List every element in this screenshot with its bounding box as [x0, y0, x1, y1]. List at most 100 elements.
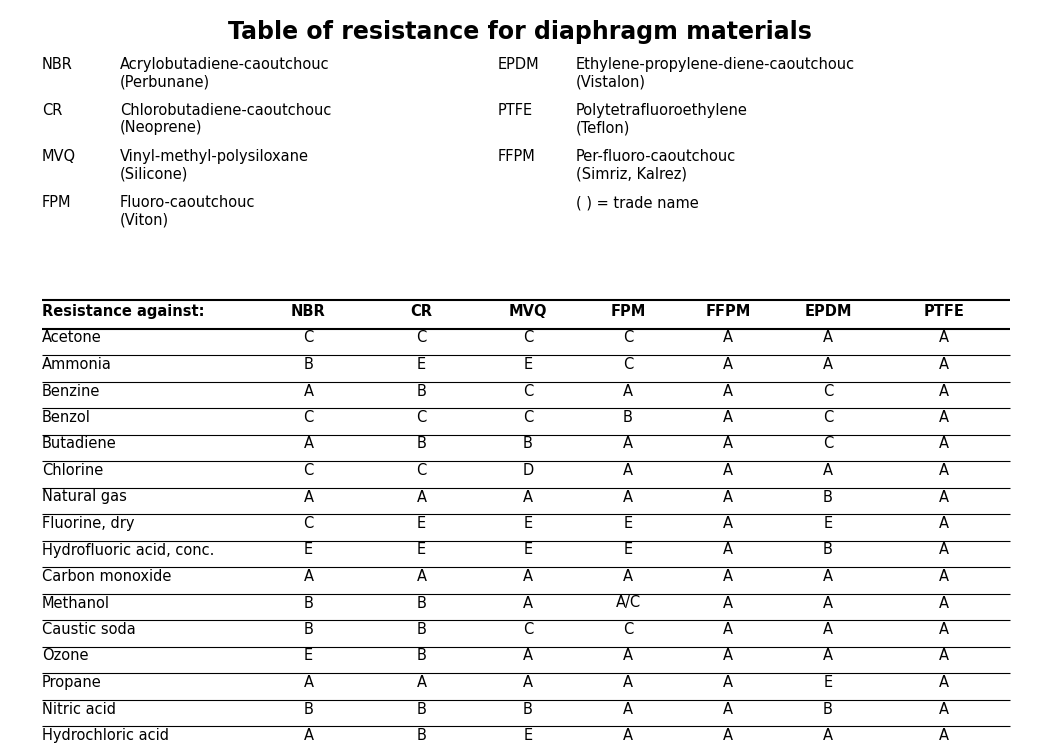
Text: B: B [304, 596, 313, 611]
Text: A: A [939, 410, 950, 425]
Text: Benzine: Benzine [42, 384, 101, 399]
Text: A: A [939, 622, 950, 637]
Text: PTFE: PTFE [924, 304, 964, 319]
Text: Carbon monoxide: Carbon monoxide [42, 569, 172, 584]
Text: E: E [304, 648, 313, 663]
Text: Hydrochloric acid: Hydrochloric acid [42, 728, 168, 743]
Text: A: A [623, 702, 633, 717]
Text: FFPM: FFPM [498, 149, 536, 164]
Text: A: A [623, 569, 633, 584]
Text: A: A [939, 384, 950, 399]
Text: A: A [523, 675, 534, 690]
Text: A: A [723, 542, 733, 557]
Text: EPDM: EPDM [804, 304, 852, 319]
Text: C: C [523, 330, 534, 345]
Text: A: A [304, 675, 313, 690]
Text: C: C [523, 410, 534, 425]
Text: A: A [304, 490, 313, 505]
Text: E: E [623, 516, 632, 531]
Text: A: A [939, 675, 950, 690]
Text: D: D [522, 463, 534, 478]
Text: A: A [523, 596, 534, 611]
Text: A: A [823, 330, 833, 345]
Text: A: A [723, 569, 733, 584]
Text: A: A [823, 728, 833, 743]
Text: Caustic soda: Caustic soda [42, 622, 136, 637]
Text: MVQ: MVQ [509, 304, 547, 319]
Text: A: A [623, 436, 633, 451]
Text: C: C [823, 384, 833, 399]
Text: C: C [523, 384, 534, 399]
Text: B: B [823, 490, 833, 505]
Text: A: A [523, 569, 534, 584]
Text: C: C [304, 463, 314, 478]
Text: B: B [417, 384, 426, 399]
Text: A: A [939, 728, 950, 743]
Text: A: A [723, 622, 733, 637]
Text: B: B [417, 648, 426, 663]
Text: B: B [417, 436, 426, 451]
Text: A: A [623, 675, 633, 690]
Text: B: B [523, 702, 532, 717]
Text: A: A [623, 490, 633, 505]
Text: C: C [823, 436, 833, 451]
Text: A: A [304, 384, 313, 399]
Text: A: A [623, 463, 633, 478]
Text: Ammonia: Ammonia [42, 357, 112, 372]
Text: A: A [623, 648, 633, 663]
Text: C: C [523, 622, 534, 637]
Text: C: C [304, 516, 314, 531]
Text: B: B [823, 702, 833, 717]
Text: E: E [417, 516, 426, 531]
Text: Resistance against:: Resistance against: [42, 304, 205, 319]
Text: A: A [416, 490, 426, 505]
Text: A: A [723, 596, 733, 611]
Text: Chlorobutadiene-caoutchouc
(Neoprene): Chlorobutadiene-caoutchouc (Neoprene) [120, 103, 332, 135]
Text: E: E [824, 516, 833, 531]
Text: A: A [939, 463, 950, 478]
Text: A: A [939, 516, 950, 531]
Text: B: B [417, 622, 426, 637]
Text: A: A [823, 357, 833, 372]
Text: E: E [523, 542, 532, 557]
Text: A: A [723, 436, 733, 451]
Text: Acetone: Acetone [42, 330, 102, 345]
Text: Ethylene-propylene-diene-caoutchouc
(Vistalon): Ethylene-propylene-diene-caoutchouc (Vis… [576, 57, 855, 89]
Text: A: A [723, 384, 733, 399]
Text: B: B [417, 702, 426, 717]
Text: C: C [416, 463, 426, 478]
Text: Hydrofluoric acid, conc.: Hydrofluoric acid, conc. [42, 542, 214, 557]
Text: C: C [416, 330, 426, 345]
Text: A: A [939, 330, 950, 345]
Text: C: C [623, 357, 633, 372]
Text: C: C [623, 622, 633, 637]
Text: Natural gas: Natural gas [42, 490, 127, 505]
Text: A: A [723, 330, 733, 345]
Text: Per-fluoro-caoutchouc
(Simriz, Kalrez): Per-fluoro-caoutchouc (Simriz, Kalrez) [576, 149, 736, 181]
Text: A: A [416, 569, 426, 584]
Text: ( ) = trade name: ( ) = trade name [576, 195, 699, 210]
Text: Fluorine, dry: Fluorine, dry [42, 516, 134, 531]
Text: A: A [623, 384, 633, 399]
Text: MVQ: MVQ [42, 149, 76, 164]
Text: A: A [304, 569, 313, 584]
Text: Chlorine: Chlorine [42, 463, 103, 478]
Text: E: E [824, 675, 833, 690]
Text: A: A [723, 463, 733, 478]
Text: Methanol: Methanol [42, 596, 110, 611]
Text: E: E [417, 542, 426, 557]
Text: A: A [304, 728, 313, 743]
Text: A: A [623, 728, 633, 743]
Text: A/C: A/C [616, 596, 641, 611]
Text: NBR: NBR [42, 57, 73, 72]
Text: FPM: FPM [42, 195, 72, 210]
Text: A: A [939, 596, 950, 611]
Text: A: A [723, 490, 733, 505]
Text: B: B [823, 542, 833, 557]
Text: A: A [823, 463, 833, 478]
Text: C: C [623, 330, 633, 345]
Text: A: A [939, 702, 950, 717]
Text: C: C [304, 410, 314, 425]
Text: B: B [623, 410, 633, 425]
Text: Polytetrafluoroethylene
(Teflon): Polytetrafluoroethylene (Teflon) [576, 103, 748, 135]
